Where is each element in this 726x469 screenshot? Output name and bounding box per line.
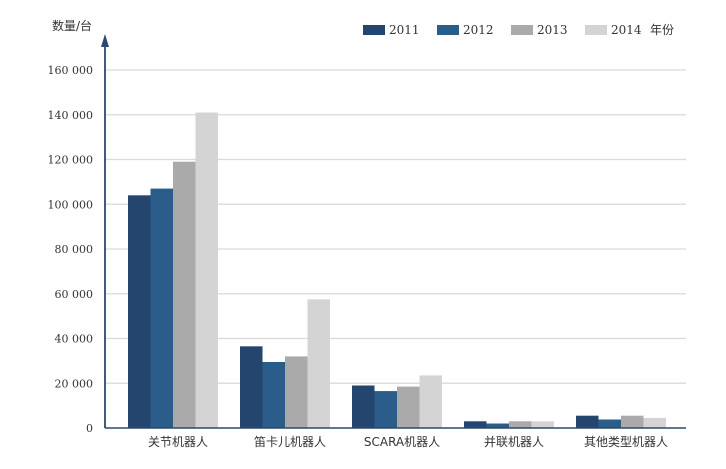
y-tick-label: 0 (86, 422, 93, 435)
category-label: SCARA机器人 (364, 435, 440, 449)
legend-swatch-2012 (437, 25, 459, 35)
legend-swatch-2013 (511, 25, 533, 35)
bars-layer (128, 112, 666, 429)
bar-2012-3 (486, 423, 509, 428)
bar-2011-2 (352, 385, 375, 428)
legend-title: 年份 (650, 23, 674, 37)
y-tick-label: 80 000 (55, 243, 94, 256)
bar-2011-0 (128, 195, 151, 428)
y-axis-arrow-icon (101, 34, 109, 47)
y-axis-label: 数量/台 (52, 18, 92, 33)
legend-label-2014: 2014 (611, 23, 642, 37)
bar-2014-2 (419, 375, 442, 428)
bar-2013-2 (397, 386, 420, 428)
legend-label-2011: 2011 (389, 23, 420, 37)
category-label: 并联机器人 (484, 435, 544, 449)
y-tick-label: 20 000 (55, 377, 94, 390)
category-label: 其他类型机器人 (584, 435, 668, 449)
bar-2014-1 (307, 299, 330, 428)
legend-swatch-2014 (585, 25, 607, 35)
bar-2011-3 (464, 421, 487, 428)
y-tick-label: 120 000 (48, 154, 94, 167)
bar-2013-3 (509, 421, 532, 428)
category-label: 关节机器人 (148, 435, 208, 449)
category-label: 笛卡儿机器人 (254, 434, 326, 449)
bar-2012-4 (598, 419, 621, 428)
bar-2011-1 (240, 346, 263, 428)
bar-2012-0 (150, 188, 173, 428)
bar-2013-4 (621, 415, 644, 428)
y-tick-label: 100 000 (48, 198, 94, 211)
y-tick-label: 60 000 (55, 288, 94, 301)
legend-label-2012: 2012 (463, 23, 494, 37)
bar-2014-4 (643, 417, 666, 428)
legend-swatch-2011 (363, 25, 385, 35)
bar-2012-1 (262, 361, 285, 428)
bar-2014-3 (531, 421, 554, 428)
legend-label-2013: 2013 (537, 23, 568, 37)
y-tick-label: 160 000 (48, 64, 94, 77)
category-labels: 关节机器人 笛卡儿机器人 SCARA机器人 并联机器人 其他类型机器人 (148, 434, 668, 449)
bar-2013-0 (173, 161, 196, 429)
y-tick-labels: 0 20 000 40 000 60 000 80 000 100 000 120 000 1… (48, 64, 94, 435)
bar-2012-2 (374, 391, 397, 428)
bar-2013-1 (285, 356, 308, 428)
y-tick-label: 140 000 (48, 109, 94, 122)
bar-2011-4 (576, 415, 599, 428)
axis-layer: 数量/台 (52, 18, 686, 429)
y-tick-label: 40 000 (55, 333, 94, 346)
bar-2014-0 (195, 112, 218, 428)
legend: 年份 2011 2012 2013 2014 (363, 23, 674, 37)
